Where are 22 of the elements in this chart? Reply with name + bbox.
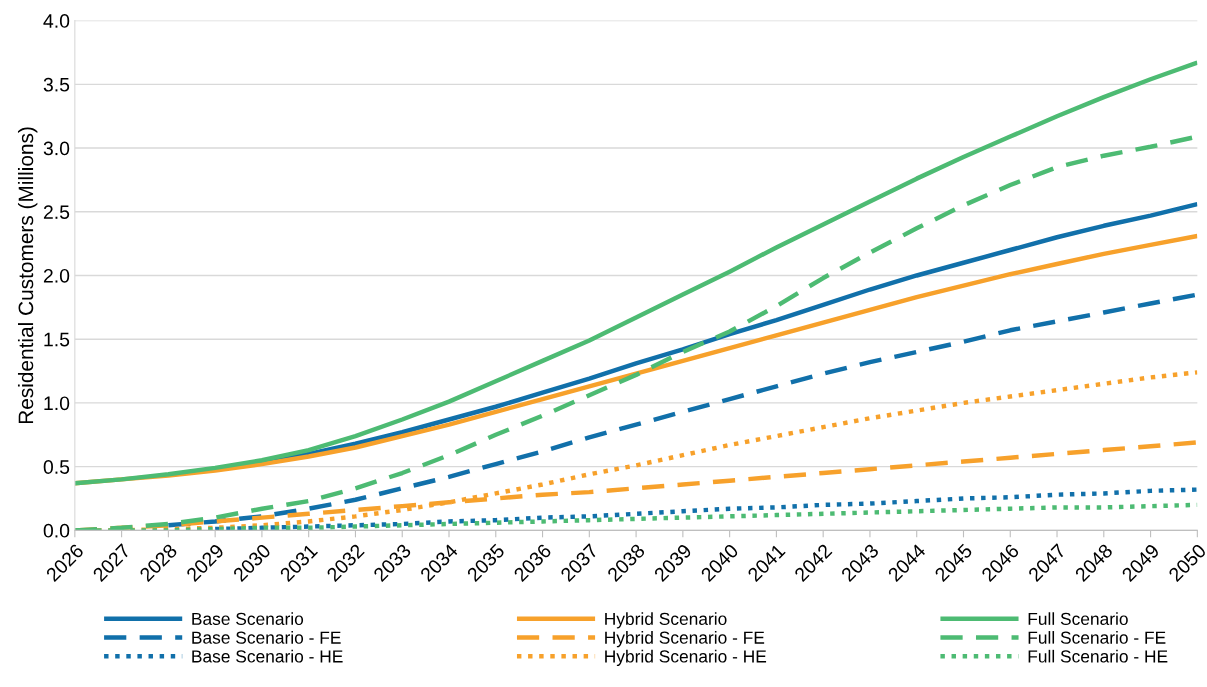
line-series bbox=[166, 292, 1198, 528]
line-series bbox=[212, 487, 1198, 531]
legend-label: Full Scenario - HE bbox=[1028, 649, 1168, 663]
legend-label: Hybrid Scenario - FE bbox=[605, 631, 765, 648]
y-tick-label: 4.0 bbox=[43, 14, 70, 28]
legend-label: Hybrid Scenario - HE bbox=[605, 649, 767, 667]
y-tick-label: 1.0 bbox=[44, 396, 70, 411]
y-tick-label: 1.5 bbox=[44, 332, 70, 347]
y-tick-label: 0.0 bbox=[43, 523, 70, 538]
y-tick-label: 2.5 bbox=[43, 205, 70, 219]
y-tick-label: 0.5 bbox=[43, 460, 70, 474]
legend-label: Full Scenario bbox=[1028, 612, 1128, 626]
y-tick-label: 2.0 bbox=[43, 268, 70, 283]
y-axis-title: Residential Customers (Millions) bbox=[17, 127, 38, 424]
legend-label: Base Scenario - FE bbox=[192, 631, 341, 644]
legend-label: Hybrid Scenario bbox=[605, 612, 727, 629]
legend-label: Full Scenario - FE bbox=[1028, 631, 1166, 644]
legend-label: Base Scenario - HE bbox=[192, 649, 343, 663]
y-tick-label: 3.0 bbox=[43, 141, 70, 156]
line-series bbox=[74, 60, 1198, 486]
legend-label: Base Scenario bbox=[192, 612, 304, 626]
y-tick-label: 3.5 bbox=[43, 77, 70, 92]
